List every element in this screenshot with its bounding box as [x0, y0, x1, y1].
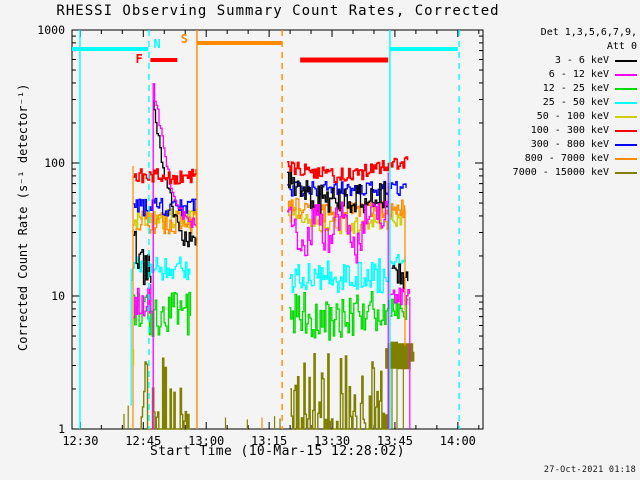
series-3-6keV [287, 165, 391, 215]
legend-item: 3 - 6 keV [500, 54, 637, 68]
series-3-6keV [152, 100, 198, 248]
legend-color-line [615, 60, 637, 62]
legend-item: 6 - 12 keV [500, 68, 637, 82]
legend-item: 800 - 7000 keV [500, 152, 637, 166]
legend-attenuator-header: Att 0 [606, 41, 637, 52]
legend-item-label: 100 - 300 keV [530, 125, 609, 136]
x-tick-label: 12:30 [62, 434, 98, 448]
x-tick-label: 13:15 [251, 434, 287, 448]
flag-label-F: F [135, 52, 142, 66]
series-100-300keV [133, 168, 198, 185]
legend-color-line [615, 158, 637, 160]
legend-item-label: 50 - 100 keV [536, 111, 609, 122]
chart-title: RHESSI Observing Summary Count Rates, Co… [56, 3, 500, 19]
legend-item-label: 6 - 12 keV [548, 69, 609, 80]
legend-color-line [615, 172, 637, 174]
legend-item-label: 7000 - 15000 keV [512, 167, 609, 178]
series-25-50keV [131, 256, 191, 281]
series-7000-15000keV [139, 357, 191, 430]
series-25-50keV [390, 253, 406, 268]
legend-item: 25 - 50 keV [500, 96, 637, 110]
legend-item: 300 - 800 keV [500, 138, 637, 152]
x-tick-label: 13:00 [188, 434, 224, 448]
timestamp: 27-Oct-2021 01:18 [543, 465, 636, 475]
legend-color-line [615, 144, 637, 146]
series-300-800keV [133, 197, 197, 217]
series-6-12keV [287, 200, 391, 264]
series-7000-15000keV [385, 341, 415, 370]
legend-item-label: 3 - 6 keV [554, 55, 609, 66]
x-tick-label: 13:30 [314, 434, 350, 448]
legend-color-line [615, 102, 637, 104]
series-3-6keV [133, 230, 152, 286]
series-6-12keV [151, 83, 197, 430]
series-6-12keV [390, 287, 411, 306]
legend-item: 50 - 100 keV [500, 110, 637, 124]
x-tick-label: 12:45 [125, 434, 161, 448]
series-7000-15000keV [290, 353, 391, 430]
y-axis-label: Corrected Count Rate (s⁻¹ detector⁻¹) [16, 83, 30, 351]
y-tick-label: 1000 [37, 23, 65, 37]
legend-color-line [615, 88, 637, 90]
legend-item: 12 - 25 keV [500, 82, 637, 96]
series-25-50keV [289, 258, 390, 294]
flag-label-S: S [181, 32, 188, 46]
legend-item-label: 800 - 7000 keV [524, 153, 609, 164]
legend-item: 100 - 300 keV [500, 124, 637, 138]
legend-item-label: 25 - 50 keV [542, 97, 609, 108]
flag-label-N: N [154, 37, 161, 51]
series-6-12keV [133, 283, 152, 319]
x-axis-label: Start Time (10-Mar-15 12:28:02) [149, 444, 406, 459]
x-tick-label: 13:45 [377, 434, 413, 448]
series-100-300keV [287, 156, 409, 184]
legend-color-line [615, 130, 637, 132]
legend-item: 7000 - 15000 keV [500, 166, 637, 180]
series-12-25keV [289, 290, 390, 341]
legend-item-label: 12 - 25 keV [542, 83, 609, 94]
legend: Det 1,3,5,6,7,9, Att 0 3 - 6 keV 6 - 12 k… [500, 26, 637, 180]
legend-detectors-header: Det 1,3,5,6,7,9, [540, 27, 637, 38]
x-tick-label: 14:00 [440, 434, 476, 448]
legend-color-line [615, 116, 637, 118]
y-tick-label: 1 [58, 422, 65, 436]
y-tick-label: 10 [51, 289, 65, 303]
legend-item-label: 300 - 800 keV [530, 139, 609, 150]
axis-frame [71, 29, 484, 430]
legend-color-line [615, 74, 637, 76]
y-tick-label: 100 [44, 156, 65, 170]
